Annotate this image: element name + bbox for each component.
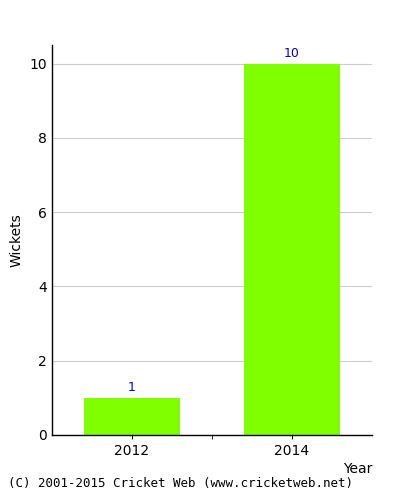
Text: 10: 10 [284, 47, 300, 60]
Text: Year: Year [343, 462, 372, 476]
Text: 1: 1 [128, 381, 136, 394]
Y-axis label: Wickets: Wickets [10, 213, 24, 267]
Bar [244, 64, 340, 435]
Text: (C) 2001-2015 Cricket Web (www.cricketweb.net): (C) 2001-2015 Cricket Web (www.cricketwe… [8, 477, 353, 490]
Bar [84, 398, 180, 435]
